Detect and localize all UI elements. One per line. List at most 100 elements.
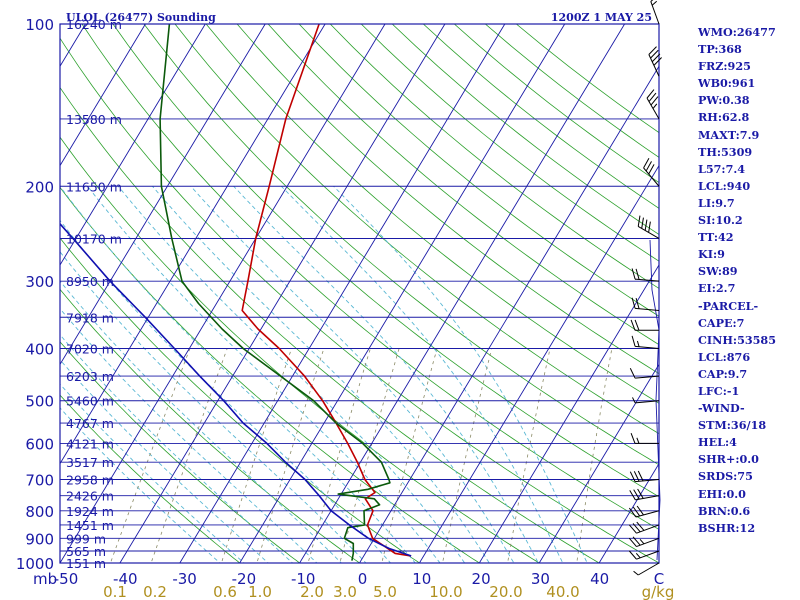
temperature-tick-label: -20: [232, 570, 257, 588]
moist-adiabat: [60, 383, 245, 563]
barb-flag: [632, 536, 641, 546]
moist-adiabat: [152, 186, 490, 563]
barb-flag: [645, 161, 652, 172]
moist-adiabat: [60, 407, 221, 563]
index-line: LCL:876: [698, 349, 751, 364]
dry-adiabat: [267, 24, 659, 346]
wind-barb: [646, 89, 660, 120]
dry-adiabat: [360, 24, 659, 262]
height-label: 1924 m: [66, 504, 114, 519]
pressure-tick-label: 100: [25, 16, 54, 34]
parcel-curve: [60, 222, 412, 557]
wind-barb: [631, 268, 660, 282]
index-line: TP:368: [698, 42, 742, 57]
isotherm: [598, 462, 659, 563]
mixing-ratio-label: 20.0: [489, 583, 522, 600]
mixing-ratio-label: 2.0: [300, 583, 324, 600]
moist-adiabat: [281, 185, 564, 563]
temperature-curve: [241, 24, 412, 557]
wind-barb: [632, 397, 660, 404]
wind-barb: [630, 319, 659, 331]
moist-adiabat: [190, 185, 515, 563]
barb-flag: [632, 523, 641, 533]
index-line: EHI:0.0: [698, 486, 746, 501]
isotherm: [179, 24, 506, 563]
height-label: 11650 m: [66, 179, 122, 194]
index-line: RH:62.8: [698, 110, 750, 125]
barb-flag: [646, 89, 655, 99]
pressure-tick-label: 400: [25, 341, 54, 359]
index-line: SI:10.2: [698, 213, 743, 228]
index-line: CAPE:7: [698, 315, 745, 330]
barb-half-flag: [636, 340, 640, 347]
wind-barb: [628, 536, 660, 548]
index-line: MAXT:7.9: [698, 127, 760, 142]
index-line: FRZ:925: [698, 59, 751, 74]
index-line: TT:42: [698, 230, 734, 245]
index-line: CINH:53585: [698, 332, 776, 347]
barb-shaft: [635, 510, 660, 518]
barb-flag: [633, 489, 640, 500]
dry-adiabat: [60, 341, 301, 563]
barb-flag: [651, 53, 661, 63]
barb-shaft: [635, 278, 660, 282]
pressure-tick-label: 500: [25, 393, 54, 411]
dewpoint-curve: [159, 24, 391, 561]
pressure-tick-label: 800: [25, 503, 54, 521]
wind-barb: [643, 158, 660, 187]
wind-barb: [629, 368, 660, 379]
height-label: 999 m: [66, 531, 106, 546]
height-label: 3517 m: [66, 455, 114, 470]
temperature-tick-label: -30: [172, 570, 197, 588]
isotherm: [60, 24, 386, 563]
moist-adiabat: [117, 186, 466, 563]
index-line: LCL:940: [698, 178, 751, 193]
barb-flag: [628, 507, 637, 518]
wind-barb: [628, 521, 660, 534]
moist-adiabat: [333, 185, 588, 563]
barb-flag: [631, 335, 636, 347]
wind-barb: [637, 215, 660, 239]
mixing-ratio-label: g/kg: [642, 583, 675, 600]
barb-flag: [628, 524, 637, 534]
isotherm: [239, 24, 566, 563]
barb-flag: [631, 297, 636, 309]
barb-flag: [637, 488, 644, 499]
index-line: -WIND-: [698, 401, 745, 416]
dry-adiabat: [81, 24, 659, 530]
moist-adiabat: [60, 359, 269, 563]
height-label: 16240 m: [66, 17, 122, 32]
dry-adiabat: [143, 24, 659, 466]
wind-barb: [650, 0, 660, 25]
dry-adiabat: [329, 24, 659, 289]
index-line: SW:89: [698, 264, 738, 279]
moist-adiabat: [60, 219, 392, 563]
isotherm: [299, 24, 625, 563]
mixing-ratio-line: [307, 348, 371, 563]
barb-half-flag: [639, 538, 645, 545]
mixing-ratio-label: 0.1: [103, 583, 127, 600]
index-line: PW:0.38: [698, 93, 750, 108]
temperature-tick-label: 40: [590, 570, 609, 588]
index-line: EI:2.7: [698, 281, 736, 296]
height-label: 7918 m: [66, 310, 114, 325]
wind-barb: [630, 432, 659, 444]
barb-flag: [633, 471, 640, 482]
mixing-ratio-line: [381, 348, 438, 563]
mixing-ratio-label: 40.0: [546, 583, 579, 600]
station-title: ULOL (26477) Sounding: [66, 11, 216, 24]
pressure-tick-label: 900: [25, 530, 54, 548]
temperature-tick-label: -50: [54, 570, 79, 588]
isotherm: [119, 24, 446, 563]
mixing-ratio-line: [110, 348, 191, 563]
barb-flag: [636, 505, 644, 516]
dry-adiabat: [60, 394, 241, 563]
wind-barb: [629, 470, 660, 483]
index-line: WB0:961: [698, 76, 756, 91]
barb-flag: [643, 158, 650, 169]
index-line: LI:9.7: [698, 195, 735, 210]
isotherm: [60, 24, 326, 465]
wind-barb: [633, 562, 660, 576]
index-line: SHR+:0.0: [698, 452, 759, 467]
